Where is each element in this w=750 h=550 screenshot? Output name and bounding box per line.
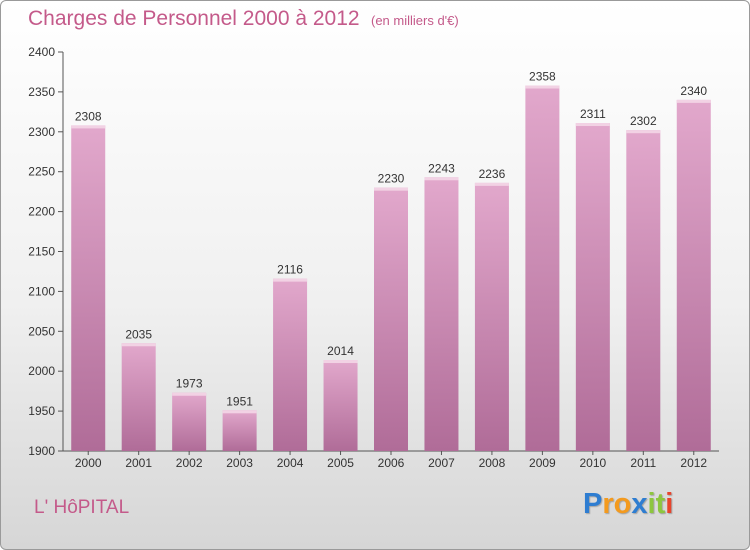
x-tick-label-2008: 2008: [479, 456, 506, 470]
logo-letter: x: [631, 488, 648, 520]
x-tick-label-2005: 2005: [327, 456, 354, 470]
bar-2006: [374, 187, 408, 451]
bar-2005: [323, 360, 358, 451]
bar-highlight: [525, 85, 560, 89]
logo-letter: o: [613, 488, 632, 520]
x-tick-label-2003: 2003: [226, 456, 253, 470]
bar-highlight: [273, 278, 308, 282]
x-tick-label-2004: 2004: [277, 456, 304, 470]
y-tick-label: 2000: [28, 364, 55, 378]
bar-2010: [575, 123, 610, 451]
logo-letter: t: [655, 488, 666, 520]
x-tick-label-2009: 2009: [529, 456, 556, 470]
bar-highlight: [575, 123, 610, 127]
logo-letter: P: [583, 488, 603, 520]
bar-2011: [626, 130, 661, 452]
logo-letter: i: [665, 488, 674, 520]
commune-name: L' HôPITAL: [34, 497, 130, 518]
y-tick-label: 2150: [28, 245, 55, 259]
bar-highlight: [121, 343, 156, 347]
bar-2007: [424, 177, 459, 451]
bar-2012: [676, 99, 711, 451]
y-tick-label: 2350: [28, 85, 55, 99]
data-label-2005: 2014: [327, 344, 354, 358]
data-label-2000: 2308: [75, 109, 102, 123]
bar-2000: [71, 125, 106, 451]
x-tick-label-2000: 2000: [75, 456, 102, 470]
bar-highlight: [71, 125, 106, 129]
data-label-2006: 2230: [378, 172, 405, 186]
x-tick-label-2002: 2002: [176, 456, 203, 470]
bar-highlight: [323, 360, 358, 364]
x-tick-label-2006: 2006: [378, 456, 405, 470]
y-tick-label: 2250: [28, 165, 55, 179]
bar-2009: [525, 85, 560, 452]
bar-2003: [222, 410, 257, 451]
bar-highlight: [222, 410, 257, 414]
logo-letter: r: [602, 488, 614, 520]
data-label-2010: 2311: [580, 107, 606, 121]
x-tick-label-2010: 2010: [579, 456, 606, 470]
bar-2001: [121, 343, 156, 451]
y-tick-label: 1900: [28, 444, 55, 458]
logo-letter: i: [647, 488, 656, 520]
bar-2008: [474, 182, 509, 451]
y-tick-label: 2300: [28, 125, 55, 139]
x-tick-label-2011: 2011: [630, 456, 656, 470]
data-label-2011: 2302: [630, 114, 657, 128]
bar-2004: [273, 278, 308, 451]
y-tick-label: 2400: [28, 45, 55, 59]
data-label-2007: 2243: [428, 161, 455, 175]
y-tick-label: 2100: [28, 284, 55, 298]
y-tick-label: 1950: [28, 404, 55, 418]
proxiti-logo: Proxiti: [583, 488, 673, 521]
bar-highlight: [424, 177, 459, 181]
y-tick-label: 2200: [28, 205, 55, 219]
y-tick-label: 2050: [28, 324, 55, 338]
data-label-2003: 1951: [226, 394, 253, 408]
chart-title: Charges de Personnel 2000 à 2012: [28, 7, 360, 30]
data-label-2004: 2116: [277, 263, 303, 277]
chart-subtitle: (en milliers d'€): [371, 13, 459, 28]
data-label-2008: 2236: [479, 167, 506, 181]
data-label-2001: 2035: [125, 327, 152, 341]
bar-highlight: [474, 182, 509, 186]
bar-highlight: [172, 392, 207, 396]
bar-highlight: [374, 187, 408, 191]
x-tick-label-2001: 2001: [125, 456, 152, 470]
bar-highlight: [676, 99, 711, 103]
x-tick-label-2012: 2012: [680, 456, 707, 470]
x-tick-label-2007: 2007: [428, 456, 455, 470]
data-label-2009: 2358: [529, 70, 556, 84]
bar-2002: [172, 392, 207, 451]
data-label-2012: 2340: [680, 84, 707, 98]
data-label-2002: 1973: [176, 377, 203, 391]
bar-highlight: [626, 130, 661, 134]
